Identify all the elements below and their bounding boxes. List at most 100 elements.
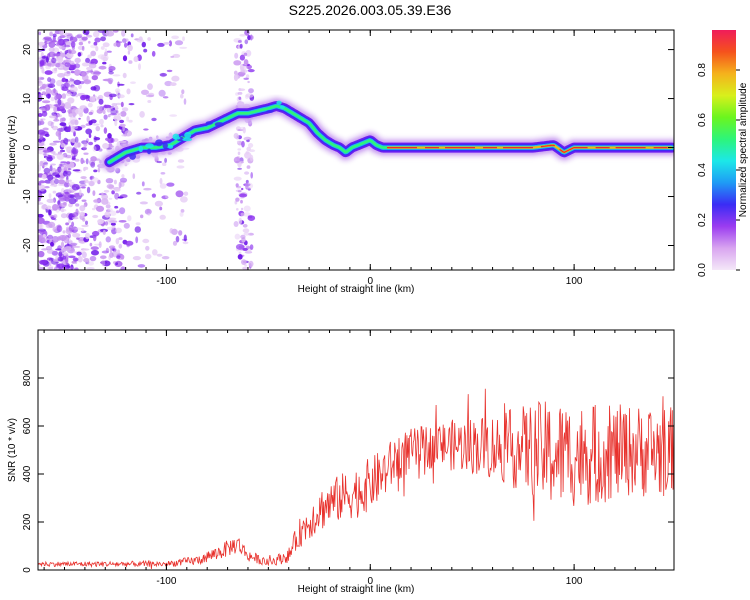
spectrogram-noise-blob: [74, 63, 81, 69]
spectrogram-noise-blob: [102, 42, 110, 48]
spectrogram-noise-blob: [95, 125, 101, 132]
spectrogram-noise-blob: [65, 92, 72, 97]
spectrogram-noise-blob: [53, 119, 60, 122]
spectrogram-noise-blob: [247, 250, 252, 253]
spectrogram-noise-blob: [79, 211, 86, 217]
spectrogram-noise-blob: [82, 146, 87, 150]
spectrogram-noise-blob: [54, 178, 60, 185]
spectrogram-noise-blob: [236, 140, 240, 144]
spectrogram-noise-blob: [117, 249, 120, 253]
spectrogram-noise-blob: [38, 31, 42, 36]
spectrogram-noise-blob: [81, 251, 87, 259]
spectrogram-noise-blob: [143, 48, 148, 53]
spectrogram-noise-blob: [59, 129, 63, 132]
spectrogram-noise-blob: [66, 161, 71, 165]
spectrogram-noise-blob: [161, 256, 170, 260]
x-tick-label: 100: [566, 576, 583, 587]
spectrogram-noise-blob: [136, 38, 144, 43]
spectrogram-noise-blob: [86, 267, 95, 270]
spectrogram-noise-blob: [250, 154, 254, 162]
spectrogram-noise-blob: [68, 179, 72, 182]
x-tick-label: 100: [566, 276, 583, 287]
spectrogram-noise-blob: [38, 250, 45, 258]
spectrogram-noise-blob: [107, 133, 112, 139]
colorbar-label: Normalized spectral amplitude: [738, 82, 749, 217]
spectrogram-noise-blob: [38, 93, 43, 99]
spectrogram-noise-blob: [104, 51, 108, 57]
spectrogram-noise-blob: [79, 189, 82, 196]
y-tick-label: 10: [22, 93, 33, 105]
spectrogram-noise-blob: [60, 83, 66, 91]
spectrogram-noise-blob: [135, 236, 139, 244]
spectrogram-noise-blob: [81, 186, 86, 189]
spectrogram-noise-blob: [151, 117, 157, 122]
spectrogram-noise-blob: [126, 116, 130, 122]
spectrogram-noise-blob: [103, 127, 108, 134]
spectrogram-noise-blob: [38, 59, 47, 67]
spectrogram-noise-blob: [141, 41, 146, 48]
spectrogram-noise-blob: [235, 189, 243, 193]
spectrogram-noise-blob: [61, 209, 64, 213]
spectrogram-noise-blob: [247, 215, 256, 222]
spectrogram-noise-blob: [113, 115, 122, 121]
spectrogram-noise-blob: [93, 85, 101, 92]
spectrogram-noise-blob: [115, 262, 118, 266]
spectrogram-noise-blob: [66, 71, 71, 74]
spectrogram-noise-blob: [233, 132, 239, 139]
spectrogram-noise-blob: [96, 105, 103, 110]
spectrogram-noise-blob: [72, 257, 79, 262]
spectrogram-noise-blob: [87, 261, 94, 266]
spectrogram-ridge-knot: [280, 105, 285, 109]
spectrogram-noise-blob: [81, 147, 87, 151]
spectrogram-noise-blob: [85, 57, 91, 64]
spectrogram-noise-blob: [72, 169, 81, 172]
spectrogram-noise-blob: [93, 234, 97, 242]
spectrogram-noise-blob: [39, 260, 47, 265]
spectrogram-noise-blob: [114, 192, 120, 200]
spectrogram-noise-blob: [76, 33, 83, 39]
spectrogram-noise-blob: [45, 56, 49, 63]
spectrogram-noise-blob: [41, 147, 47, 150]
spectrogram-noise-blob: [170, 82, 177, 86]
spectrogram-noise-blob: [171, 75, 180, 82]
spectrogram-ridge-knot: [182, 137, 193, 142]
spectrogram-noise-blob: [93, 41, 98, 46]
spectrogram-ridge: [98, 95, 674, 174]
spectrogram-noise-blob: [240, 234, 246, 239]
spectrogram-noise-blob: [117, 196, 124, 199]
spectrogram-noise-blob: [88, 62, 97, 69]
spectrogram-noise-blob: [63, 71, 71, 77]
spectrogram-frame: [37, 29, 675, 271]
spectrogram-noise-blob: [74, 119, 79, 126]
spectrogram-noise-blob: [109, 252, 114, 258]
spectrogram-noise-blob: [49, 214, 54, 218]
spectrogram-noise-blob: [181, 89, 185, 95]
spectrogram-noise-blob: [92, 123, 100, 126]
spectrogram-noise-blob: [64, 146, 70, 149]
spectrogram-noise-blob: [58, 179, 65, 185]
spectrogram-noise-blob: [95, 205, 105, 212]
spectrogram-noise-blob: [242, 247, 248, 251]
spectrogram-noise-blob: [38, 129, 46, 135]
spectrogram-noise-blob: [109, 113, 118, 116]
spectrogram-noise-blob: [39, 160, 44, 167]
spectrogram-noise-blob: [165, 195, 169, 199]
spectrogram-noise-blob: [239, 193, 248, 198]
spectrogram-noise-blob: [238, 217, 243, 225]
spectrogram-noise-blob: [166, 182, 175, 187]
spectrogram-noise-blob: [78, 41, 84, 46]
spectrogram-noise-blob: [90, 161, 96, 168]
spectrogram-noise-blob: [147, 37, 151, 41]
spectrogram-noise-blob: [56, 56, 64, 63]
spectrogram-noise-blob: [237, 148, 241, 151]
spectrogram-noise-blob: [241, 140, 245, 148]
spectrogram-noise-blob: [101, 192, 104, 196]
spectrogram-noise-blob: [64, 80, 71, 83]
spectrogram-noise-blob: [51, 57, 57, 64]
spectrogram-noise-blob: [70, 60, 75, 66]
spectrogram-noise-blob: [97, 218, 104, 225]
spectrogram-noise-blob: [71, 227, 77, 231]
spectrogram-noise-blob: [240, 199, 243, 204]
spectrogram-noise-blob: [244, 264, 248, 267]
